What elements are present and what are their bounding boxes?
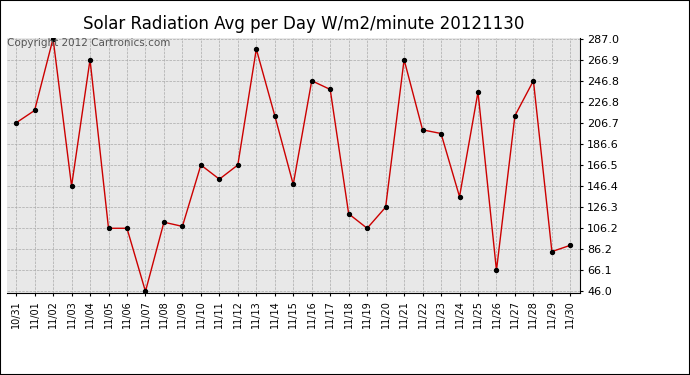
- Point: [140, 288, 151, 294]
- Point: [10, 120, 21, 126]
- Point: [29, 107, 40, 113]
- Point: [380, 204, 391, 210]
- Point: [491, 267, 502, 273]
- Point: [177, 224, 188, 230]
- Point: [159, 219, 170, 225]
- Point: [84, 57, 95, 63]
- Point: [417, 127, 428, 133]
- Point: [103, 225, 114, 231]
- Point: [362, 225, 373, 231]
- Point: [473, 89, 484, 95]
- Point: [546, 249, 558, 255]
- Point: [565, 242, 576, 248]
- Point: [48, 36, 59, 42]
- Point: [288, 182, 299, 188]
- Point: [195, 162, 206, 168]
- Point: [343, 211, 354, 217]
- Point: [250, 46, 262, 52]
- Point: [325, 87, 336, 93]
- Text: Solar Radiation Avg per Day W/m2/minute 20121130: Solar Radiation Avg per Day W/m2/minute …: [83, 15, 524, 33]
- Point: [66, 183, 77, 189]
- Point: [233, 162, 244, 168]
- Point: [528, 78, 539, 84]
- Text: Radiation  (W/m2/Minute): Radiation (W/m2/Minute): [409, 21, 571, 31]
- Point: [121, 225, 132, 231]
- Point: [306, 78, 317, 84]
- Point: [269, 112, 280, 118]
- Point: [435, 130, 446, 136]
- Text: Copyright 2012 Cartronics.com: Copyright 2012 Cartronics.com: [7, 38, 170, 48]
- Point: [214, 176, 225, 182]
- Point: [509, 112, 520, 118]
- Point: [399, 57, 410, 63]
- Point: [454, 194, 465, 200]
